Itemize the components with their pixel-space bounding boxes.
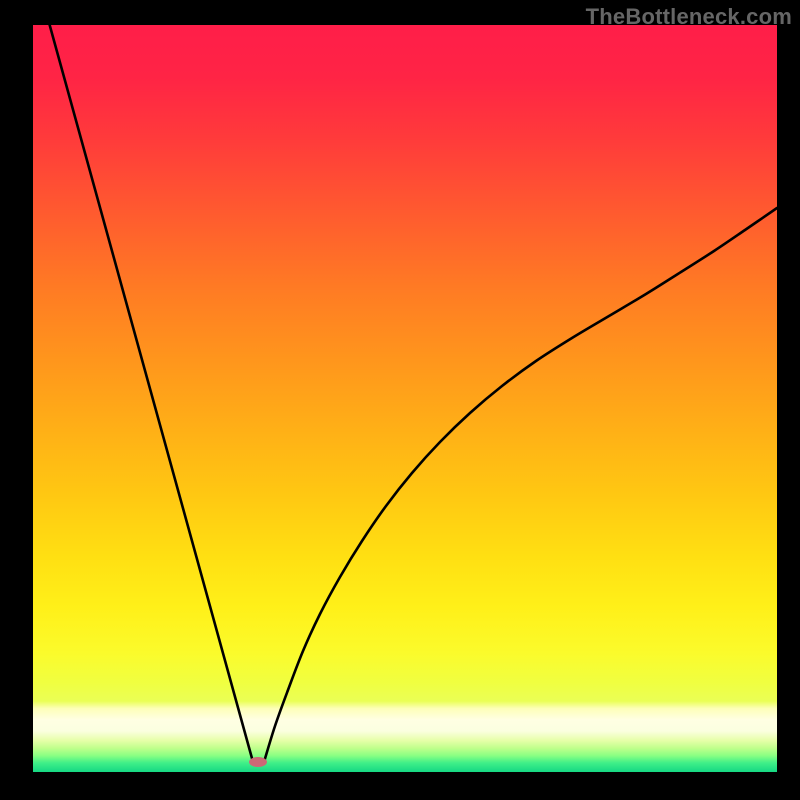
chart-svg (0, 0, 800, 800)
bottleneck-chart: TheBottleneck.com (0, 0, 800, 800)
gradient-plot-background (33, 25, 777, 772)
minimum-marker (249, 757, 267, 767)
watermark-text: TheBottleneck.com (586, 4, 792, 30)
